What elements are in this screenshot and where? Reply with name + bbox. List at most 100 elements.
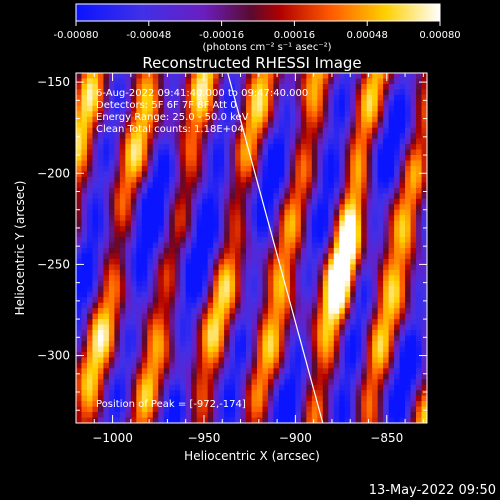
heatmap-cell: [388, 105, 395, 112]
heatmap-cell: [114, 351, 121, 358]
heatmap-cell: [81, 226, 88, 233]
heatmap-cell: [317, 373, 324, 380]
heatmap-cell: [196, 368, 203, 375]
heatmap-cell: [97, 269, 105, 276]
heatmap-cell: [278, 417, 285, 423]
heatmap-cell: [421, 280, 427, 287]
heatmap-cell: [251, 379, 258, 386]
colorbar-tick-label: 0.00016: [274, 30, 315, 41]
heatmap-cell: [76, 248, 83, 255]
heatmap-cell: [306, 248, 313, 255]
heatmap-cell: [207, 373, 214, 380]
heatmap-cell: [218, 116, 225, 123]
heatmap-cell: [366, 319, 373, 326]
heatmap-cell: [289, 198, 296, 205]
heatmap-cell: [246, 237, 253, 244]
heatmap-cell: [278, 313, 285, 320]
heatmap-cell: [306, 165, 313, 173]
heatmap-cell: [76, 127, 83, 134]
heatmap-cell: [207, 319, 214, 326]
heatmap-cell: [207, 346, 214, 353]
heatmap-cell: [213, 297, 220, 304]
heatmap-cell: [383, 122, 390, 129]
heatmap-cell: [262, 105, 269, 112]
heatmap-cell: [295, 248, 302, 255]
heatmap-cell: [295, 133, 302, 140]
heatmap-cell: [328, 187, 335, 194]
heatmap-cell: [174, 100, 181, 107]
heatmap-cell: [119, 286, 126, 293]
heatmap-cell: [152, 187, 159, 194]
heatmap-cell: [262, 373, 269, 380]
heatmap-cell: [361, 138, 368, 145]
heatmap-cell: [224, 89, 231, 96]
heatmap-cell: [213, 209, 220, 216]
heatmap-cell: [262, 165, 269, 173]
heatmap-cell: [196, 116, 203, 123]
heatmap-cell: [141, 324, 148, 331]
heatmap-cell: [97, 308, 105, 315]
heatmap-cell: [344, 297, 351, 304]
heatmap-cell: [76, 133, 83, 140]
heatmap-cell: [224, 340, 231, 348]
heatmap-cell: [300, 248, 307, 255]
heatmap-cell: [185, 155, 192, 162]
heatmap-cell: [295, 73, 302, 80]
heatmap-cell: [273, 105, 280, 112]
heatmap-cell: [163, 78, 170, 85]
heatmap-cell: [372, 89, 379, 96]
heatmap-cell: [300, 357, 307, 364]
heatmap-cell: [229, 401, 236, 408]
heatmap-cell: [377, 94, 384, 101]
heatmap-cell: [229, 193, 236, 200]
heatmap-cell: [174, 116, 181, 123]
heatmap-cell: [191, 373, 198, 380]
heatmap-cell: [267, 193, 275, 200]
heatmap-cell: [273, 111, 280, 118]
heatmap-cell: [163, 100, 170, 107]
heatmap-cell: [235, 313, 242, 320]
heatmap-cell: [224, 127, 231, 134]
heatmap-cell: [240, 330, 247, 337]
heatmap-cell: [289, 160, 296, 167]
heatmap-cell: [311, 182, 318, 189]
heatmap-cell: [366, 417, 373, 423]
heatmap-cell: [224, 94, 231, 101]
heatmap-cell: [295, 204, 302, 211]
heatmap-cell: [136, 286, 143, 293]
heatmap-cell: [284, 297, 291, 304]
heatmap-cell: [317, 231, 324, 238]
heatmap-cell: [97, 160, 105, 167]
heatmap-cell: [114, 242, 121, 249]
heatmap-cell: [76, 193, 83, 200]
heatmap-cell: [125, 105, 132, 112]
colorbar-ticks: -0.00080 -0.00048 -0.00016 0.00016 0.00048 0.…: [54, 21, 461, 41]
heatmap-cell: [218, 138, 225, 145]
heatmap-cell: [399, 248, 406, 255]
heatmap-cell: [108, 144, 115, 151]
heatmap-cell: [240, 105, 247, 112]
heatmap-cell: [344, 291, 351, 298]
heatmap-cell: [421, 335, 427, 342]
heatmap-cell: [333, 351, 340, 358]
heatmap-cell: [251, 215, 258, 222]
heatmap-cell: [328, 412, 335, 419]
heatmap-cell: [213, 127, 220, 134]
heatmap-cell: [284, 165, 291, 173]
heatmap-cell: [141, 237, 148, 244]
heatmap-cell: [185, 105, 192, 112]
heatmap-cell: [97, 149, 105, 156]
heatmap-cell: [405, 171, 412, 178]
heatmap-cell: [394, 401, 401, 408]
heatmap-cell: [207, 253, 214, 260]
heatmap-cell: [119, 242, 126, 249]
heatmap-cell: [235, 198, 242, 205]
heatmap-cell: [311, 335, 318, 342]
heatmap-cell: [350, 401, 357, 408]
heatmap-cell: [130, 368, 137, 375]
heatmap-cell: [207, 351, 214, 358]
heatmap-cell: [410, 362, 417, 369]
heatmap-cell: [300, 89, 307, 96]
heatmap-cell: [383, 100, 390, 107]
heatmap-cell: [92, 335, 99, 342]
